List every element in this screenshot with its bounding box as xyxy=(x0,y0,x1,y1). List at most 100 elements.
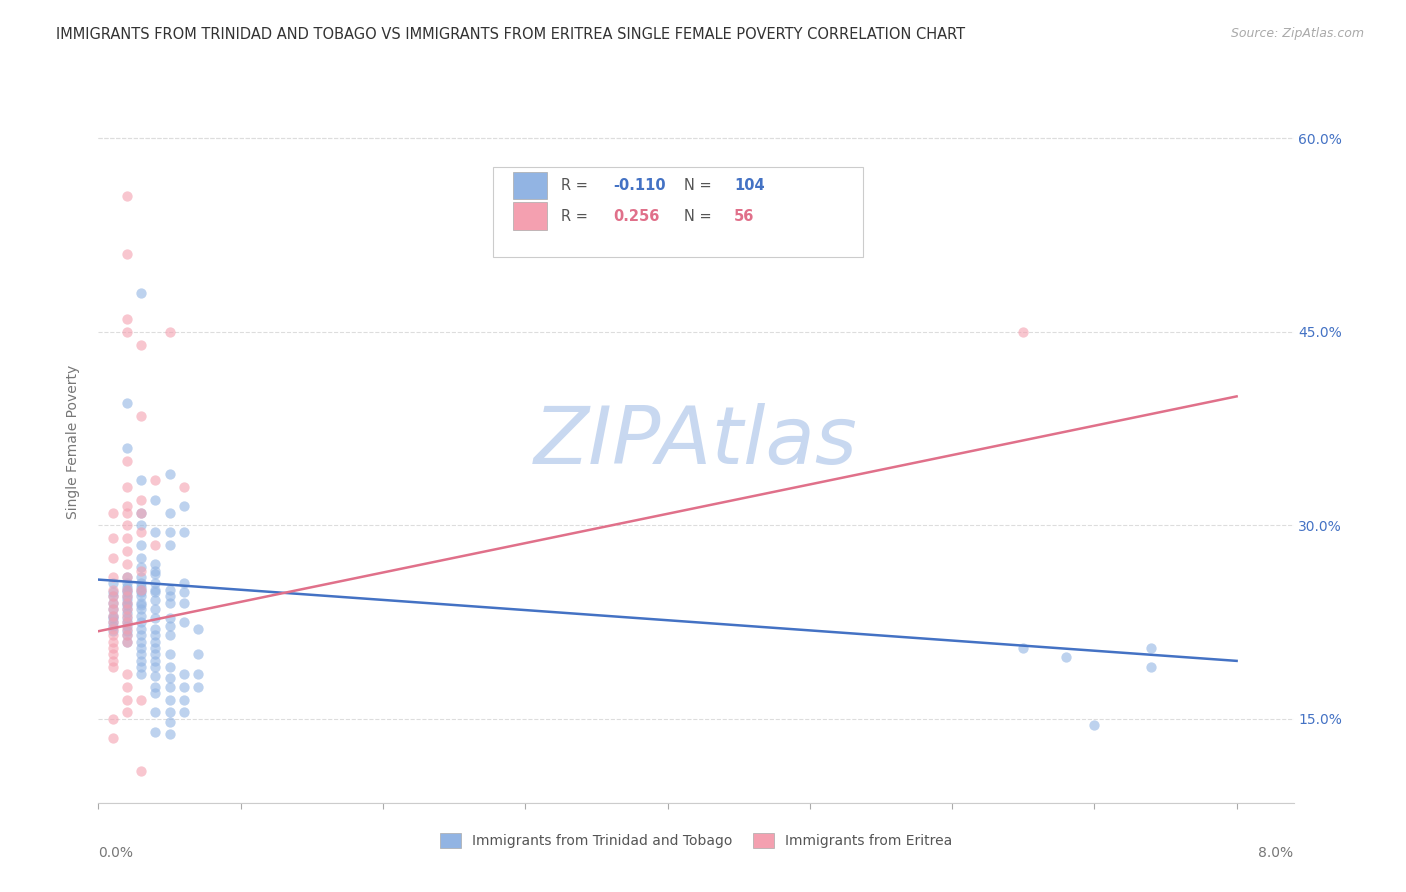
Point xyxy=(159,628,181,642)
Point xyxy=(143,585,166,599)
Point xyxy=(101,582,124,597)
Point xyxy=(115,582,138,597)
Point xyxy=(115,585,138,599)
Legend: Immigrants from Trinidad and Tobago, Immigrants from Eritrea: Immigrants from Trinidad and Tobago, Imm… xyxy=(434,828,957,854)
Point xyxy=(129,570,152,584)
Point xyxy=(143,686,166,700)
Point xyxy=(143,576,166,591)
Point xyxy=(115,680,138,694)
Text: N =: N = xyxy=(685,178,716,194)
Text: -0.110: -0.110 xyxy=(613,178,666,194)
Point xyxy=(115,602,138,616)
Point xyxy=(143,538,166,552)
Point xyxy=(173,480,195,494)
Point xyxy=(143,602,166,616)
Point xyxy=(101,619,124,633)
Point xyxy=(101,634,124,648)
Point xyxy=(115,615,138,630)
Point xyxy=(129,622,152,636)
Point xyxy=(159,524,181,539)
Point xyxy=(187,622,209,636)
Point xyxy=(159,506,181,520)
Point xyxy=(129,338,152,352)
Point xyxy=(115,602,138,616)
Point xyxy=(129,764,152,778)
Point xyxy=(1054,650,1077,665)
Point xyxy=(129,473,152,487)
Point xyxy=(101,640,124,655)
Point xyxy=(129,524,152,539)
Point xyxy=(159,727,181,741)
Point xyxy=(159,671,181,685)
Point xyxy=(129,590,152,604)
Point xyxy=(101,611,124,625)
Point xyxy=(1140,640,1163,655)
Text: 56: 56 xyxy=(734,209,755,224)
Point xyxy=(173,706,195,720)
Point xyxy=(143,654,166,668)
Point xyxy=(101,585,124,599)
Point xyxy=(143,680,166,694)
Point xyxy=(143,524,166,539)
Point xyxy=(129,518,152,533)
Point xyxy=(115,325,138,339)
Point xyxy=(159,619,181,633)
Point xyxy=(159,325,181,339)
Point xyxy=(101,615,124,630)
Point xyxy=(1012,325,1035,339)
Point xyxy=(115,518,138,533)
Point xyxy=(159,692,181,706)
Point xyxy=(115,596,138,610)
Point xyxy=(115,312,138,326)
Point xyxy=(115,596,138,610)
Text: 104: 104 xyxy=(734,178,765,194)
Point xyxy=(173,585,195,599)
Point xyxy=(101,660,124,674)
Point xyxy=(129,615,152,630)
Point xyxy=(129,550,152,565)
Point xyxy=(101,590,124,604)
Point xyxy=(101,608,124,623)
Point xyxy=(101,576,124,591)
Point xyxy=(101,590,124,604)
Text: ZIPAtlas: ZIPAtlas xyxy=(534,402,858,481)
Point xyxy=(159,611,181,625)
Point xyxy=(101,648,124,662)
Point xyxy=(101,712,124,726)
Point xyxy=(143,582,166,597)
Point xyxy=(143,634,166,648)
Point xyxy=(115,499,138,513)
Point xyxy=(129,506,152,520)
Text: 0.256: 0.256 xyxy=(613,209,659,224)
Point xyxy=(115,599,138,613)
Point xyxy=(101,624,124,639)
Point xyxy=(129,640,152,655)
Point xyxy=(173,692,195,706)
Point xyxy=(101,531,124,545)
Point xyxy=(115,506,138,520)
Point xyxy=(129,559,152,574)
Point xyxy=(129,660,152,674)
Point xyxy=(129,576,152,591)
Point xyxy=(1012,640,1035,655)
Point xyxy=(115,692,138,706)
Point xyxy=(115,634,138,648)
Text: IMMIGRANTS FROM TRINIDAD AND TOBAGO VS IMMIGRANTS FROM ERITREA SINGLE FEMALE POV: IMMIGRANTS FROM TRINIDAD AND TOBAGO VS I… xyxy=(56,27,966,42)
Point xyxy=(115,634,138,648)
Point xyxy=(101,550,124,565)
Point xyxy=(143,669,166,683)
Point xyxy=(143,473,166,487)
Point xyxy=(101,506,124,520)
Point xyxy=(115,557,138,571)
Point xyxy=(129,582,152,597)
Point xyxy=(129,582,152,597)
Text: R =: R = xyxy=(561,178,592,194)
Point xyxy=(159,706,181,720)
Point xyxy=(173,499,195,513)
Point xyxy=(115,611,138,625)
Point xyxy=(143,648,166,662)
Point xyxy=(115,591,138,606)
Point xyxy=(101,602,124,616)
Bar xyxy=(513,202,547,230)
Point xyxy=(129,628,152,642)
